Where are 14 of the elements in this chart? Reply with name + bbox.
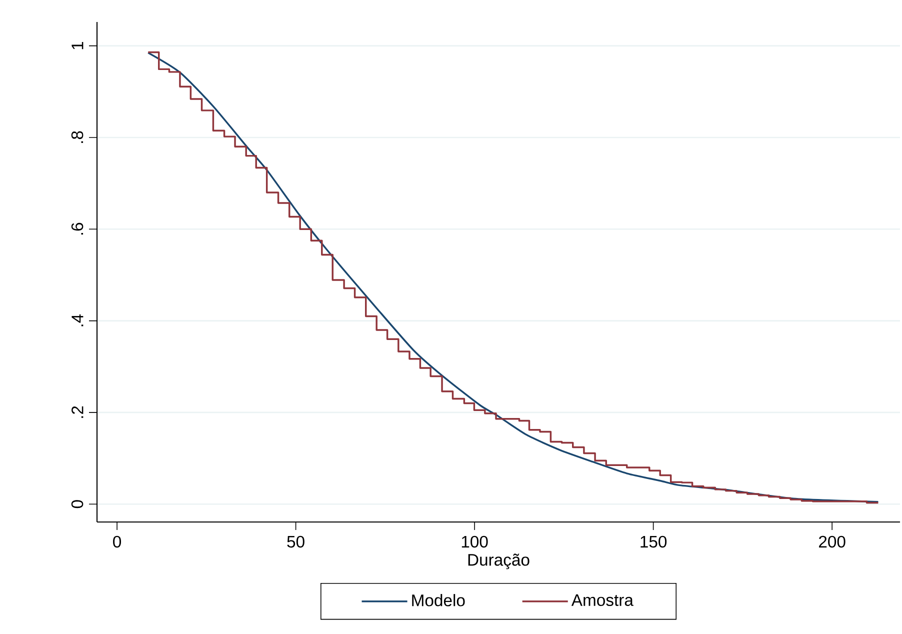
x-tick-label: 150: [640, 536, 667, 548]
x-tick-label: 200: [819, 536, 846, 548]
y-tick-label: .8: [71, 131, 84, 143]
x-tick-label: 100: [462, 536, 488, 548]
y-tick-label: .2: [72, 406, 84, 418]
x-tick-label: 50: [287, 536, 304, 548]
y-tick-label: 0: [71, 500, 84, 508]
y-tick-label: .4: [72, 314, 84, 326]
y-tick-label: .6: [71, 222, 84, 235]
legend-label: Modelo: [412, 594, 465, 606]
x-axis-title: Duração: [468, 554, 530, 570]
legend-label: Amostra: [571, 594, 634, 606]
x-tick-label: 0: [113, 536, 122, 548]
y-tick-label: 1: [72, 42, 84, 50]
